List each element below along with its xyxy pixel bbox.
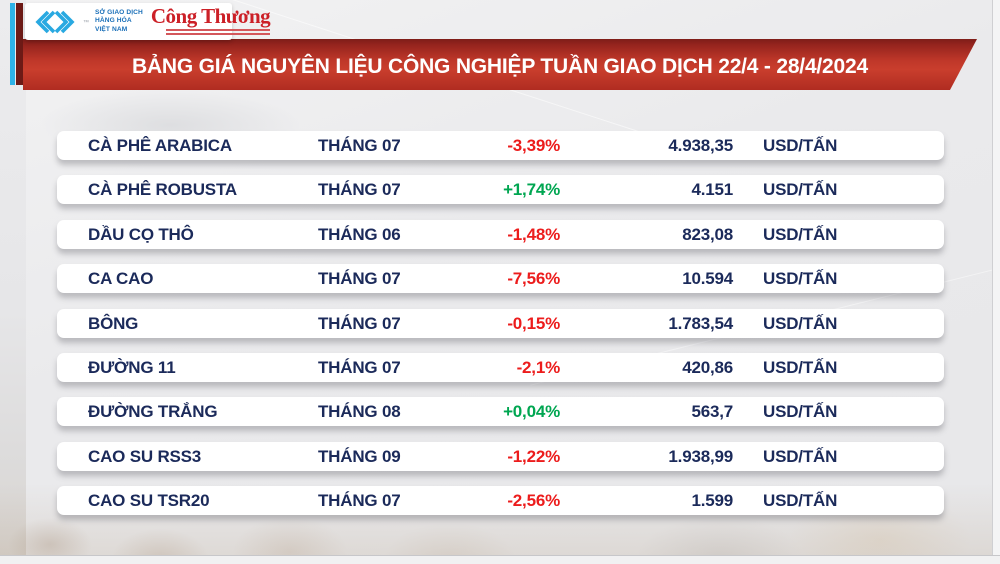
price-unit: USD/TẤN	[763, 136, 838, 155]
commodity-name: CÀ PHÊ ARABICA	[88, 136, 232, 155]
price-unit: USD/TẤN	[763, 224, 838, 244]
price-value: 1.599	[691, 491, 733, 511]
price-unit: USD/TẤN	[763, 402, 838, 422]
trademark-symbol: ™	[83, 19, 89, 26]
contract-month: THÁNG 07	[318, 180, 401, 200]
contract-month: THÁNG 07	[318, 313, 401, 333]
price-unit: USD/TẤN	[763, 358, 838, 377]
contract-month: THÁNG 08	[318, 402, 401, 422]
table-row: CAO SU TSR20 THÁNG 07 -2,56% 1.599 USD/T…	[57, 486, 944, 516]
commodity-name: CÀ PHÊ ROBUSTA	[88, 180, 237, 200]
price-value: 1.938,99	[668, 446, 733, 466]
congthuong-name: Công Thương	[150, 4, 271, 28]
change-percent: -0,15%	[507, 313, 560, 333]
accent-bar-maroon	[16, 3, 23, 85]
price-unit: USD/TẤN	[763, 446, 838, 466]
price-value: 4.151	[691, 180, 733, 200]
congthuong-logo: Công Thương	[150, 4, 271, 37]
table-row: CAO SU RSS3 THÁNG 09 -1,22% 1.938,99 USD…	[57, 441, 944, 471]
table-row: ĐƯỜNG 11 THÁNG 07 -2,1% 420,86 USD/TẤN	[57, 353, 944, 382]
commodity-name: ĐƯỜNG TRẮNG	[88, 402, 218, 422]
commodity-name: DẦU CỌ THÔ	[88, 224, 194, 244]
mxv-org-line3: VIỆT NAM	[95, 25, 128, 33]
change-percent: +0,04%	[503, 402, 560, 422]
change-percent: -2,1%	[516, 358, 561, 377]
commodity-name: CA CAO	[88, 269, 154, 289]
price-value: 10.594	[682, 269, 733, 289]
contract-month: THÁNG 06	[318, 224, 401, 244]
price-value: 1.783,54	[668, 313, 733, 333]
price-value: 4.938,35	[668, 136, 733, 155]
change-percent: -1,48%	[507, 224, 560, 244]
table-row: BÔNG THÁNG 07 -0,15% 1.783,54 USD/TẤN	[57, 308, 944, 338]
mxv-chevron-logo-icon	[32, 9, 78, 35]
contract-month: THÁNG 07	[318, 491, 401, 511]
price-value: 420,86	[682, 358, 733, 377]
congthuong-tagline	[166, 29, 271, 37]
price-value: 823,08	[682, 224, 733, 244]
table-row: CÀ PHÊ ARABICA THÁNG 07 -3,39% 4.938,35 …	[57, 131, 944, 160]
change-percent: -2,56%	[507, 491, 560, 511]
table-row: ĐƯỜNG TRẮNG THÁNG 08 +0,04% 563,7 USD/TẤ…	[57, 397, 944, 427]
contract-month: THÁNG 07	[318, 136, 401, 155]
price-unit: USD/TẤN	[763, 269, 838, 289]
contract-month: THÁNG 07	[318, 269, 401, 289]
table-row: CA CAO THÁNG 07 -7,56% 10.594 USD/TẤN	[57, 264, 944, 294]
change-percent: -1,22%	[507, 446, 560, 466]
commodity-name: BÔNG	[88, 313, 139, 333]
table-row: CÀ PHÊ ROBUSTA THÁNG 07 +1,74% 4.151 USD…	[57, 175, 944, 205]
mxv-org-line1: SỞ GIAO DỊCH	[95, 9, 143, 17]
change-percent: -7,56%	[507, 269, 560, 289]
price-value: 563,7	[691, 402, 733, 422]
contract-month: THÁNG 09	[318, 446, 401, 466]
accent-bar-cyan	[10, 3, 15, 85]
change-percent: +1,74%	[503, 180, 560, 200]
price-unit: USD/TẤN	[763, 491, 838, 511]
logo-card: ™ SỞ GIAO DỊCH HÀNG HÓA VIỆT NAM Công Th…	[25, 3, 271, 40]
mxv-org-line2: HÀNG HÓA	[95, 17, 132, 25]
commodity-name: CAO SU TSR20	[88, 491, 210, 511]
commodity-name: CAO SU RSS3	[88, 446, 202, 466]
commodity-name: ĐƯỜNG 11	[88, 358, 176, 377]
price-unit: USD/TẤN	[763, 313, 838, 333]
mxv-org-name: SỞ GIAO DỊCH HÀNG HÓA VIỆT NAM	[95, 9, 143, 33]
table-row: DẦU CỌ THÔ THÁNG 06 -1,48% 823,08 USD/TẤ…	[57, 219, 944, 249]
price-unit: USD/TẤN	[763, 180, 838, 200]
contract-month: THÁNG 07	[318, 358, 401, 377]
